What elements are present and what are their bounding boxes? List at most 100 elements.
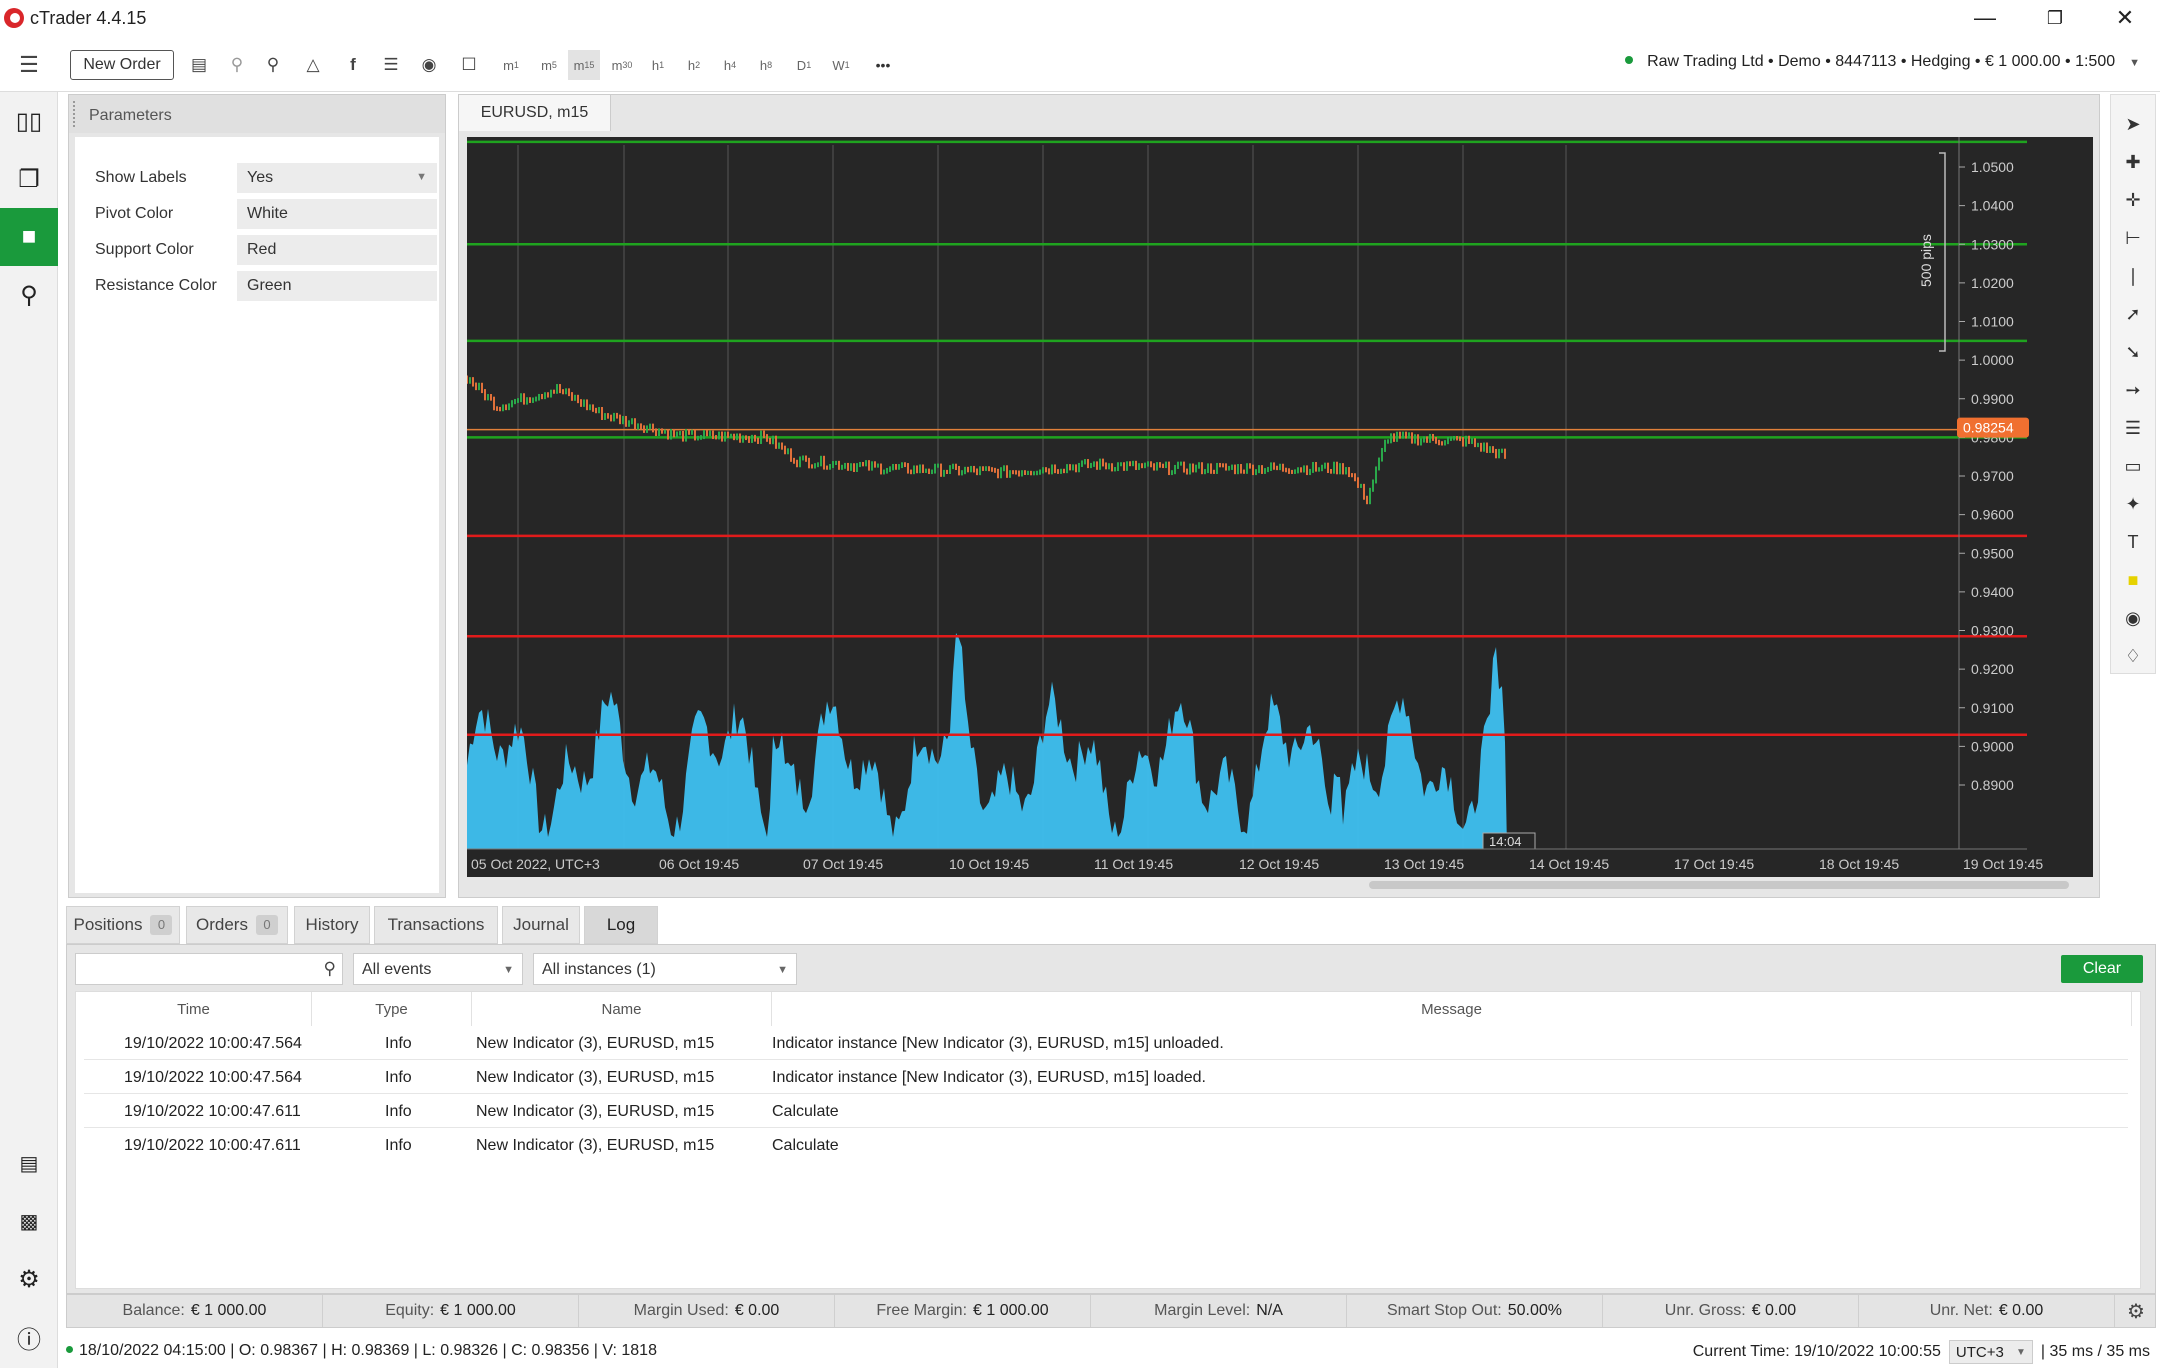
wallet-icon[interactable]: ▩ <box>19 1210 39 1233</box>
indicators-icon[interactable]: f <box>350 55 356 74</box>
multi-crosshair-icon[interactable]: ✛ <box>2125 189 2141 210</box>
support-color-input[interactable]: Red <box>237 235 437 265</box>
tab-log[interactable]: Log <box>584 906 658 944</box>
column-header-type[interactable]: Type <box>312 992 472 1026</box>
text-icon[interactable]: T <box>2127 531 2139 552</box>
layout-icon[interactable]: ▤ <box>190 55 208 74</box>
color-swatch-icon[interactable]: ■ <box>2127 569 2139 590</box>
pivot-color-input[interactable]: White <box>237 199 437 229</box>
account-info[interactable]: Raw Trading Ltd • Demo • 8447113 • Hedgi… <box>1625 53 2140 71</box>
minimize-button[interactable]: — <box>1974 5 1996 30</box>
param-row-support-color: Support Color Red <box>95 235 437 265</box>
show-labels-dropdown[interactable]: Yes ▼ <box>237 163 437 193</box>
price-tick-label: 1.0000 <box>1971 352 2014 368</box>
price-tick-label: 0.9000 <box>1971 738 2014 754</box>
tab-transactions[interactable]: Transactions <box>374 906 498 944</box>
column-header-name[interactable]: Name <box>472 992 772 1026</box>
horizontal-line-icon[interactable]: ⊢ <box>2125 227 2141 248</box>
restore-button[interactable]: ❐ <box>2046 7 2064 28</box>
drag-handle-icon[interactable] <box>73 101 79 127</box>
chart-tab-eurusd-m15[interactable]: EURUSD, m15 <box>459 95 611 131</box>
help-icon[interactable]: ⓘ <box>17 1326 41 1354</box>
andrews-pitchfork-icon[interactable]: ➙ <box>2125 379 2141 400</box>
column-header-time[interactable]: Time <box>76 992 312 1026</box>
chart-type-icon[interactable]: △ <box>306 55 320 74</box>
price-tick-label: 0.9200 <box>1971 661 2014 677</box>
parameters-body: Show Labels Yes ▼ Pivot Color White Suppo… <box>75 137 439 893</box>
cell-time: 19/10/2022 10:00:47.611 <box>124 1103 301 1120</box>
tab-orders[interactable]: Orders 0 <box>186 906 288 944</box>
current-price-label: 0.98254 <box>1963 420 2014 436</box>
trade-icon[interactable]: ▯▯ <box>15 107 43 135</box>
layers-icon[interactable]: ☰ <box>383 55 399 74</box>
current-time-area: Current Time: 19/10/2022 10:00:55 UTC+3 ▼… <box>1693 1340 2150 1364</box>
chart-svg[interactable]: 1.0500 1.0400 1.0300 1.0200 1.0100 1.0000 0.99… <box>467 137 2093 877</box>
instances-filter-select[interactable]: All instances (1) ▼ <box>533 953 797 985</box>
date-tick-label: 12 Oct 19:45 <box>1239 856 1319 872</box>
date-tick-label: 10 Oct 19:45 <box>949 856 1029 872</box>
table-row[interactable]: 19/10/2022 10:00:47.611 Info New Indicat… <box>84 1094 2128 1128</box>
tab-journal[interactable]: Journal <box>502 906 580 944</box>
price-tick-label: 1.0500 <box>1971 159 2014 175</box>
tab-positions[interactable]: Positions 0 <box>66 906 180 944</box>
trend-line-icon[interactable]: ➚ <box>2125 303 2141 324</box>
new-order-button[interactable]: New Order <box>70 50 174 80</box>
settings-gear-icon[interactable]: ⚙ <box>18 1265 40 1293</box>
more-timeframes-button[interactable]: ••• <box>875 57 891 73</box>
analyze-icon[interactable]: ⚲ <box>20 281 38 309</box>
timezone-select[interactable]: UTC+3 ▼ <box>1948 1340 2033 1364</box>
clear-log-button[interactable]: Clear <box>2061 955 2143 983</box>
zoom-out-icon[interactable]: ⚲ <box>230 55 244 74</box>
stats-settings-gear-icon[interactable]: ⚙ <box>2127 1300 2145 1323</box>
chart-horizontal-scrollbar[interactable] <box>1369 881 2069 889</box>
table-row[interactable]: 19/10/2022 10:00:47.564 Info New Indicat… <box>84 1026 2128 1060</box>
vertical-line-icon[interactable]: ∣ <box>2128 265 2138 286</box>
param-label: Resistance Color <box>95 277 217 294</box>
account-stats-bar: Balance: € 1 000.00 Equity: € 1 000.00 Mar… <box>66 1294 2156 1328</box>
eye-icon[interactable]: ◉ <box>421 55 437 74</box>
price-tick-label: 0.9300 <box>1971 623 2014 639</box>
timeframe-m15[interactable]: m 15 <box>568 50 600 80</box>
events-filter-select[interactable]: All events ▼ <box>353 953 523 985</box>
range-label: 500 pips <box>1918 234 1934 287</box>
log-search-input[interactable]: ⚲ <box>75 953 343 985</box>
menu-icon[interactable]: ☰ <box>19 52 39 77</box>
ohlc-readout: 18/10/2022 04:15:00 | O: 0.98367 | H: 0.… <box>66 1342 657 1360</box>
stat-margin-level: Margin Level: N/A <box>1091 1295 1347 1327</box>
crosshair-icon[interactable]: ✚ <box>2125 151 2141 172</box>
rectangle-icon[interactable]: ▭ <box>2124 455 2142 476</box>
zoom-in-icon[interactable]: ⚲ <box>266 55 280 74</box>
range-bracket <box>1939 152 1946 352</box>
alert-bell-icon[interactable]: ♢ <box>2124 645 2142 666</box>
chart-settings-icon[interactable]: ☐ <box>461 55 477 74</box>
table-row[interactable]: 19/10/2022 10:00:47.564 Info New Indicat… <box>84 1060 2128 1094</box>
table-row[interactable]: 19/10/2022 10:00:47.611 Info New Indicat… <box>84 1128 2128 1162</box>
cursor-icon[interactable]: ➤ <box>2125 113 2141 134</box>
channel-icon[interactable]: ➘ <box>2125 341 2141 362</box>
camera-icon[interactable]: ◉ <box>2125 607 2141 628</box>
copy-icon[interactable]: ❐ <box>18 165 40 193</box>
timeframe-m30[interactable]: m 30 <box>611 57 633 73</box>
tab-history[interactable]: History <box>294 906 370 944</box>
status-bar: 18/10/2022 04:15:00 | O: 0.98367 | H: 0.… <box>58 1332 2160 1368</box>
column-header-message[interactable]: Message <box>772 992 2132 1026</box>
current-time: Current Time: 19/10/2022 10:00:55 <box>1692 1343 1941 1360</box>
arrow-icon[interactable]: ✦ <box>2125 493 2141 514</box>
price-chart[interactable]: 1.0500 1.0400 1.0300 1.0200 1.0100 1.0000 0.99… <box>467 137 2093 877</box>
fibonacci-icon[interactable]: ☰ <box>2124 417 2142 438</box>
automate-icon[interactable]: ■ <box>0 208 58 266</box>
cell-name: New Indicator (3), EURUSD, m15 <box>476 1103 715 1120</box>
calculator-icon[interactable]: ▤ <box>19 1152 39 1175</box>
chevron-down-icon: ▼ <box>2129 57 2140 69</box>
date-tick-label: 19 Oct 19:45 <box>1963 856 2043 872</box>
close-button[interactable]: ✕ <box>2115 5 2135 30</box>
resistance-color-input[interactable]: Green <box>237 271 437 301</box>
